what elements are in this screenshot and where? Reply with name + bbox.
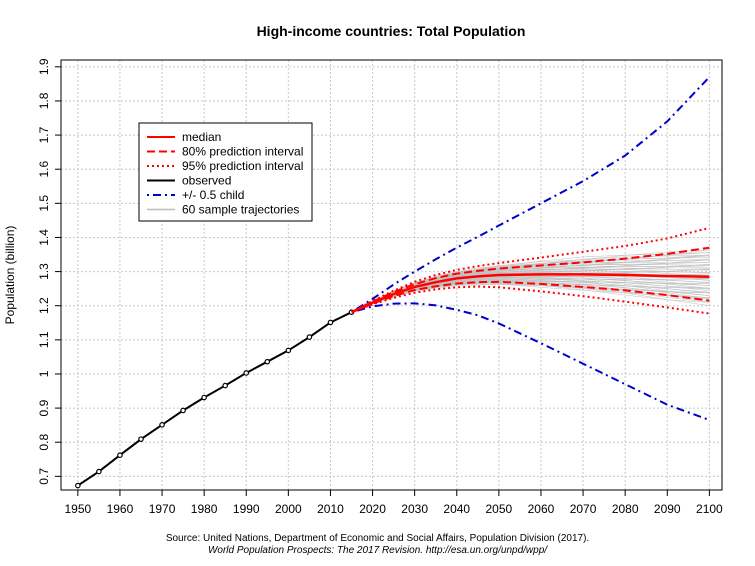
- x-tick-label: 1980: [191, 502, 218, 516]
- chart-title: High-income countries: Total Population: [257, 23, 526, 39]
- plot-frame: [60, 59, 723, 491]
- series--0-5-child-lower-: [351, 302, 710, 421]
- series-95-prediction-interval-upper-: [351, 226, 710, 314]
- y-tick-label: 1: [37, 370, 51, 377]
- observed-point: [201, 394, 207, 401]
- x-tick-label: 1950: [64, 502, 91, 516]
- observed-point: [180, 407, 186, 414]
- x-tick-label: 2010: [317, 502, 344, 516]
- observed-point: [327, 319, 334, 326]
- legend-label: 80% prediction interval: [182, 145, 303, 159]
- observed-point: [285, 347, 292, 354]
- sample-trajectory: [351, 280, 710, 313]
- source-line-2: World Population Prospects: The 2017 Rev…: [207, 545, 548, 556]
- series-observed: [77, 311, 352, 487]
- y-tick-label: 1.4: [37, 229, 51, 246]
- x-tick-label: 2070: [570, 502, 597, 516]
- y-tick-label: 1.5: [37, 195, 51, 212]
- y-axis: 0.7 0.8 0.9 1 1.1 1.2 1.3 1.4 1.5 1.6 1.7 1.8 1.9: [37, 58, 61, 485]
- y-tick-label: 0.9: [37, 399, 51, 416]
- x-tick-label: 1970: [149, 502, 176, 516]
- x-tick-label: 2060: [528, 502, 555, 516]
- y-tick-label: 1.1: [37, 331, 51, 348]
- observed-point: [264, 358, 271, 365]
- y-tick-label: 1.7: [37, 126, 51, 143]
- y-tick-label: 1.9: [37, 58, 51, 75]
- y-tick-label: 1.6: [37, 161, 51, 178]
- x-tick-label: 2100: [696, 502, 723, 516]
- observed-point: [96, 468, 102, 475]
- x-tick-label: 1990: [233, 502, 260, 516]
- x-axis: 1950 1960 1970 1980 1990 2000 2010 2020 2030 2040…: [64, 490, 723, 516]
- y-tick-label: 1.8: [37, 92, 51, 109]
- observed-point: [117, 452, 123, 458]
- observed-point: [138, 436, 144, 442]
- sample-trajectory: [351, 281, 710, 313]
- x-tick-label: 2030: [401, 502, 428, 516]
- series-lines: [75, 76, 711, 489]
- x-tick-label: 2090: [654, 502, 681, 516]
- sample-trajectory: [351, 252, 710, 313]
- series-80-prediction-interval-lower-: [351, 280, 710, 314]
- x-tick-label: 2050: [486, 502, 513, 516]
- y-tick-label: 1.2: [37, 297, 51, 314]
- x-tick-label: 2000: [275, 502, 302, 516]
- x-tick-label: 1960: [107, 502, 134, 516]
- y-axis-title: Population (billion): [3, 226, 17, 325]
- series-median: [350, 273, 710, 314]
- source-line-1: Source: United Nations, Department of Ec…: [165, 533, 590, 544]
- observed-point: [306, 334, 313, 340]
- y-tick-label: 0.7: [37, 468, 51, 485]
- legend-label: 95% prediction interval: [182, 159, 303, 173]
- legend-label: +/- 0.5 child: [182, 188, 244, 202]
- sample-trajectory: [351, 279, 710, 313]
- observed-point: [75, 482, 81, 489]
- legend-label: 60 sample trajectories: [182, 203, 299, 217]
- x-tick-label: 2080: [612, 502, 639, 516]
- x-tick-label: 2020: [359, 502, 386, 516]
- x-tick-label: 2040: [443, 502, 470, 516]
- observed-point: [159, 422, 165, 428]
- y-tick-label: 0.8: [37, 434, 51, 451]
- legend-box: [138, 122, 313, 222]
- observed-point: [243, 370, 250, 376]
- series--0-5-child-upper-: [350, 76, 711, 314]
- legend-label: observed: [182, 174, 231, 188]
- legend-label: median: [182, 130, 221, 144]
- observed-point: [222, 382, 228, 389]
- series-80-prediction-interval-upper-: [351, 246, 710, 314]
- y-tick-label: 1.3: [37, 263, 51, 280]
